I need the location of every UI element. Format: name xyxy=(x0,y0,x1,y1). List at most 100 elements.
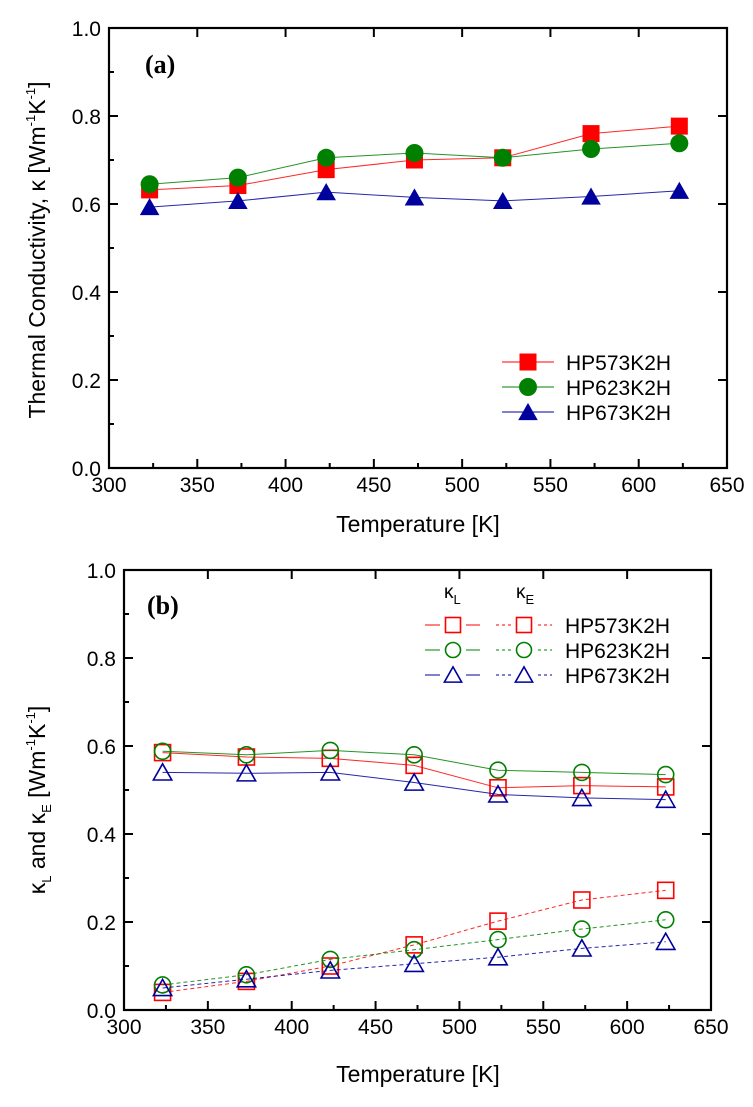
panel-a: 300 350 400 450 500 550 600 650 0.0 0.2 0.4 0.6 0.8 1… xyxy=(23,18,745,537)
panel-b-series-hp673k2h-ke-point xyxy=(151,977,174,997)
panel-a-axes: 300 350 400 450 500 550 600 650 0.0 0.2 0.4 0.6 0.8 1… xyxy=(72,18,745,497)
panel-a-y-tick-label: 1.0 xyxy=(72,18,101,41)
panel-b-y-tick-label: 0.6 xyxy=(87,736,116,759)
panel-b-series-hp673k2h-kl-point xyxy=(571,787,593,807)
panel-a-x-tick-label: 450 xyxy=(356,474,391,497)
panel-b-y-tick-label: 1.0 xyxy=(87,560,116,583)
legend-label: HP573K2H xyxy=(566,352,671,375)
panel-a-y-title-mid: K xyxy=(24,99,50,115)
panel-b-y-title-end: ] xyxy=(24,706,50,712)
panel-a-label: (a) xyxy=(145,50,175,79)
panel-a-y-title-sup1: -1 xyxy=(23,115,38,127)
panel-b-x-tick-label: 400 xyxy=(274,1016,309,1039)
panel-a-y-title-main: Thermal Conductivity, κ [Wm xyxy=(24,126,50,418)
panel-b-series-hp673k2h-ke-point xyxy=(319,960,341,979)
panel-b-series-hp573k2h-ke-point xyxy=(321,957,340,975)
panel-b-series-hp673k2h-ke xyxy=(151,931,677,997)
panel-b-x-tick-label: 500 xyxy=(442,1016,477,1039)
panel-b-series-hp623k2h-kl-point xyxy=(573,763,591,782)
legend-label: HP673K2H xyxy=(565,665,670,688)
panel-b-series-hp623k2h-kl-point xyxy=(321,741,340,760)
legend-header-kl: κL xyxy=(444,582,461,607)
legend-marker-ke-square xyxy=(515,616,533,634)
panel-b-y-title-mid: K xyxy=(24,723,50,739)
panel-a-x-tick-label: 550 xyxy=(533,474,568,497)
panel-a-series-hp623k2h-point xyxy=(317,148,336,167)
panel-b-y-title-unit: [Wm xyxy=(24,751,50,805)
panel-a-x-tick-label: 300 xyxy=(91,474,126,497)
panel-b-series-hp673k2h-ke-line xyxy=(162,941,666,989)
panel-b-x-tick-label: 600 xyxy=(610,1016,645,1039)
panel-b-y-title-k1: κ xyxy=(24,882,50,894)
panel-b-series-hp673k2h-kl-point xyxy=(655,789,677,809)
panel-b-x-tick-label: 450 xyxy=(358,1016,393,1039)
legend-marker-ke-circle xyxy=(515,641,533,659)
panel-b-series-hp673k2h-ke-point xyxy=(487,946,509,966)
panel-b-y-title-sup1: -1 xyxy=(23,739,38,751)
panel-a-y-tick-label: 0.2 xyxy=(72,370,101,393)
panel-b-x-tick-label: 550 xyxy=(526,1016,561,1039)
panel-a-x-tick-label: 400 xyxy=(268,474,303,497)
legend-marker-kl-triangle xyxy=(443,665,463,683)
panel-b-series-hp623k2h-ke-point xyxy=(237,965,256,984)
panel-b-series-hp623k2h-ke-point xyxy=(321,950,340,969)
panel-b-y-title-sub2: E xyxy=(39,804,54,813)
panel-a-x-tick-label: 350 xyxy=(180,474,215,497)
panel-b-series-hp623k2h-kl-point xyxy=(153,742,172,761)
panel-b-label: (b) xyxy=(147,591,179,620)
panel-a-series-hp573k2h-point xyxy=(670,117,688,135)
panel-b-series-hp573k2h-ke-point xyxy=(237,972,256,991)
panel-b-x-axis-title: Temperature [K] xyxy=(336,1061,500,1087)
panel-a-series-hp623k2h-point xyxy=(493,148,512,167)
panel-b-series-hp573k2h-ke-line xyxy=(162,889,666,993)
panel-b-y-title-and: and κ xyxy=(24,812,50,875)
panel-a-series-hp623k2h xyxy=(140,134,689,194)
legend-header-ke: κE xyxy=(516,582,535,607)
legend-marker-circle xyxy=(519,378,537,396)
panel-a-x-tick-label: 500 xyxy=(445,474,480,497)
panel-b-series-hp623k2h-ke-line xyxy=(162,919,666,986)
panel-a-x-tick-label: 600 xyxy=(621,474,656,497)
panel-b-series-hp573k2h-kl-point xyxy=(656,778,675,796)
panel-b-y-tick-label: 0.0 xyxy=(87,1000,116,1023)
panel-b-series-hp623k2h-kl-point xyxy=(656,765,675,784)
panel-b-series-hp623k2h-ke-point xyxy=(573,920,591,938)
panel-b-series-hp573k2h-ke-point xyxy=(573,891,591,909)
panel-a-y-tick-label: 0.4 xyxy=(72,282,102,305)
panel-b-series-hp673k2h-kl-point xyxy=(487,784,509,803)
panel-b-x-tick-label: 350 xyxy=(190,1016,225,1039)
legend-label: HP673K2H xyxy=(566,402,671,425)
panel-a-series-hp623k2h-point xyxy=(582,140,601,158)
legend-label: HP573K2H xyxy=(565,615,670,638)
panel-b-series-hp673k2h-ke-point xyxy=(235,968,258,988)
panel-b-series-hp673k2h-kl-point xyxy=(151,762,174,781)
panel-b-series-hp673k2h-kl-point xyxy=(235,763,258,782)
panel-b-series-hp673k2h-kl-line xyxy=(162,771,666,801)
legend-gap xyxy=(511,616,537,634)
legend-gap xyxy=(511,666,537,684)
panel-b-series-hp623k2h-kl-point xyxy=(489,761,507,780)
panel-b-series-hp623k2h-kl-point xyxy=(237,745,256,764)
panel-a-x-tick-label: 650 xyxy=(709,474,744,497)
panel-a-y-tick-label: 0.6 xyxy=(72,194,101,217)
panel-b-series-hp623k2h-ke xyxy=(153,910,675,994)
panel-a-y-title-end: ] xyxy=(24,81,50,87)
panel-a-series-hp623k2h-point xyxy=(140,175,159,194)
legend-marker-kl-circle xyxy=(444,641,462,659)
panel-a-series-hp623k2h-point xyxy=(405,143,424,162)
panel-a-series-hp673k2h xyxy=(139,181,690,216)
legend-marker-kl-square xyxy=(444,616,462,634)
panel-a-series-hp673k2h-point xyxy=(492,191,513,209)
panel-a-series-hp673k2h-point xyxy=(316,183,336,201)
panel-b-series-hp573k2h-ke xyxy=(153,881,675,1002)
panel-b-series-hp673k2h-ke-point xyxy=(403,953,425,973)
panel-b-series-hp573k2h-ke-point xyxy=(656,881,675,900)
panel-a-series-hp673k2h-point xyxy=(228,191,248,209)
panel-b-series-hp573k2h-kl-line xyxy=(162,752,666,789)
panel-b-series-hp623k2h-ke-point xyxy=(405,940,423,959)
panel-b: 300 350 400 450 500 550 600 650 0.0 0.2 0.4 0.6 0.8 1… xyxy=(23,560,729,1087)
panel-a-series-hp673k2h-point xyxy=(669,181,690,199)
